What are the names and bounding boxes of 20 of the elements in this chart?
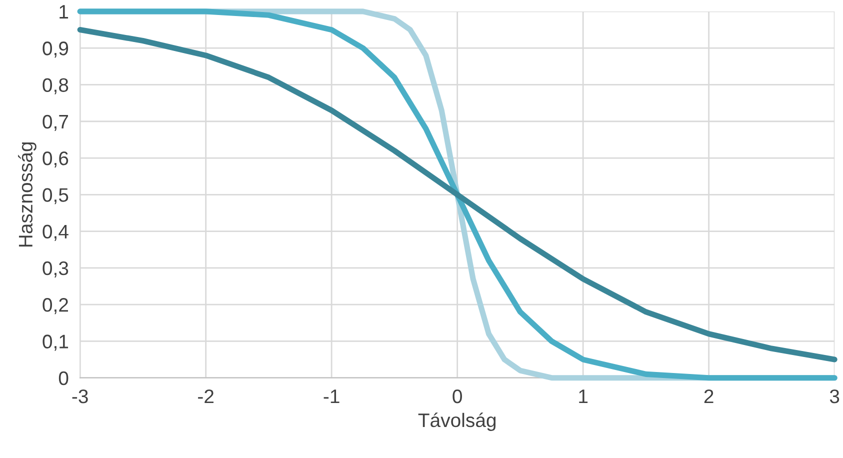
y-tick-label: 0 [58, 371, 68, 386]
x-axis-title: Távolság [418, 412, 496, 431]
y-tick-label: 0,3 [42, 261, 68, 278]
y-tick-label: 0,6 [42, 151, 68, 168]
y-tick-label: 0,5 [42, 188, 68, 204]
x-tick-label: 0 [452, 389, 462, 404]
y-tick-label: 0,4 [42, 224, 68, 241]
y-tick-label: 1 [60, 5, 68, 18]
x-tick-label: 1 [579, 390, 588, 404]
x-tick-label: -2 [198, 389, 214, 404]
y-tick-label: 0,2 [42, 298, 68, 314]
y-tick-label: 0,1 [42, 334, 68, 351]
y-axis-title: Hasznosság [18, 142, 36, 247]
y-tick-label: 0,8 [42, 78, 68, 94]
x-tick-label: 2 [704, 389, 714, 404]
y-tick-label: 0,7 [42, 114, 68, 131]
x-tick-label: -3 [72, 389, 88, 404]
x-tick-label: 3 [830, 389, 840, 404]
y-tick-label: 0,9 [42, 42, 68, 58]
x-tick-label: -1 [324, 390, 340, 404]
